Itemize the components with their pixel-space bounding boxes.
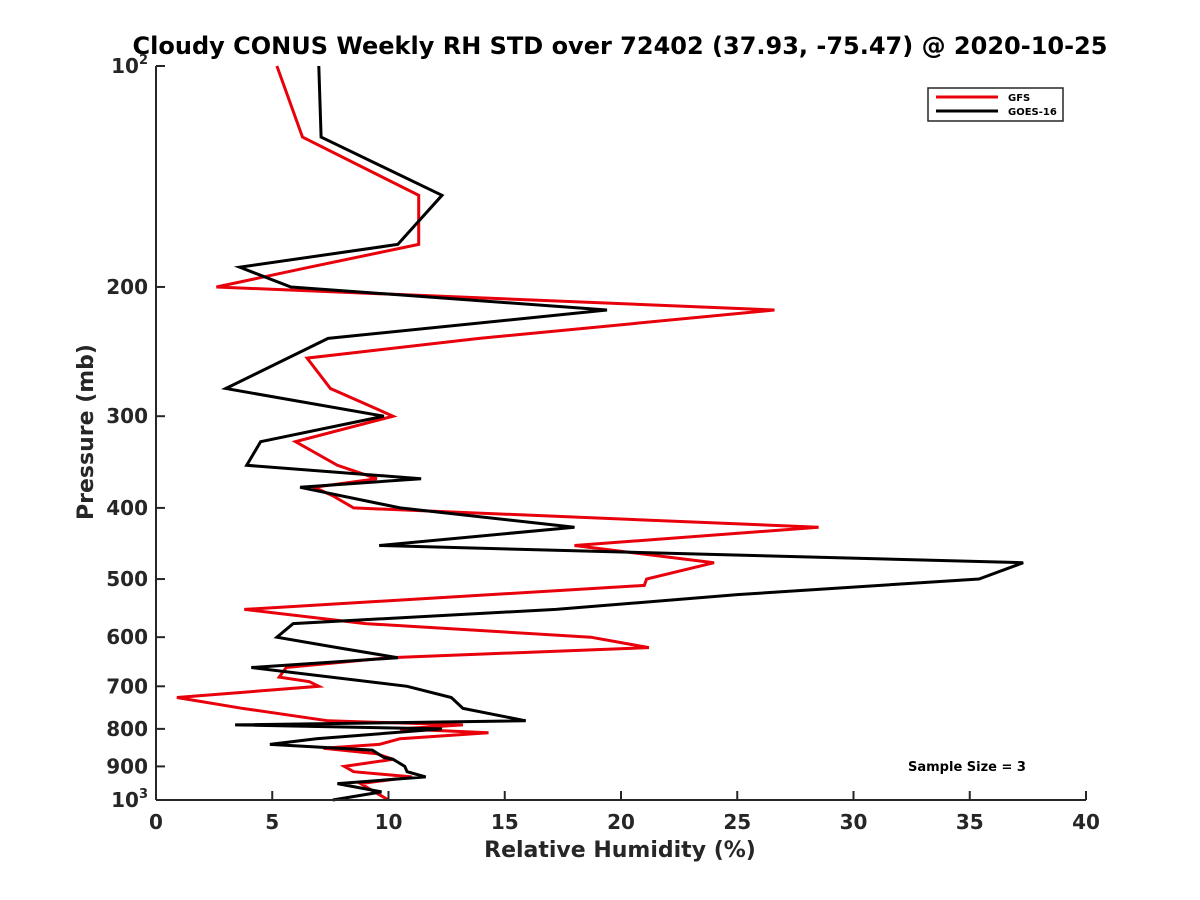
x-tick-label: 15 — [491, 810, 519, 834]
x-tick-label: 35 — [956, 810, 984, 834]
x-tick-label: 5 — [265, 810, 279, 834]
y-tick-label: 700 — [106, 674, 148, 698]
x-tick-label: 40 — [1072, 810, 1100, 834]
chart-title: Cloudy CONUS Weekly RH STD over 72402 (3… — [133, 32, 1108, 60]
x-tick-label: 20 — [607, 810, 635, 834]
axes: 0 5 10 15 20 25 30 35 40 102 200 300 400 500 600 700 800… — [106, 53, 1100, 834]
x-tick-label: 0 — [149, 810, 163, 834]
y-tick-label: 500 — [106, 567, 148, 591]
x-tick-label: 25 — [723, 810, 751, 834]
y-tick-label: 400 — [106, 496, 148, 520]
y-axis-label: Pressure (mb) — [74, 344, 99, 520]
series-line-goes-16 — [220, 65, 1024, 802]
y-tick-label: 800 — [106, 717, 148, 741]
y-tick-label: 103 — [111, 787, 148, 812]
x-axis-label: Relative Humidity (%) — [484, 838, 756, 863]
sample-size-annotation: Sample Size = 3 — [908, 760, 1026, 775]
legend-box — [927, 87, 1064, 122]
x-tick-label: 10 — [375, 810, 403, 834]
legend-label: GOES-16 — [1008, 107, 1057, 118]
series-layer — [176, 65, 1024, 802]
y-tick-label: 200 — [106, 275, 148, 299]
y-tick-label: 900 — [106, 754, 148, 778]
legend: GFS GOES-16 — [927, 87, 1064, 122]
x-tick-label: 30 — [840, 810, 868, 834]
y-tick-label: 300 — [106, 404, 148, 428]
legend-label: GFS — [1008, 93, 1030, 104]
y-tick-label: 102 — [111, 53, 148, 78]
y-tick-label: 600 — [106, 625, 148, 649]
